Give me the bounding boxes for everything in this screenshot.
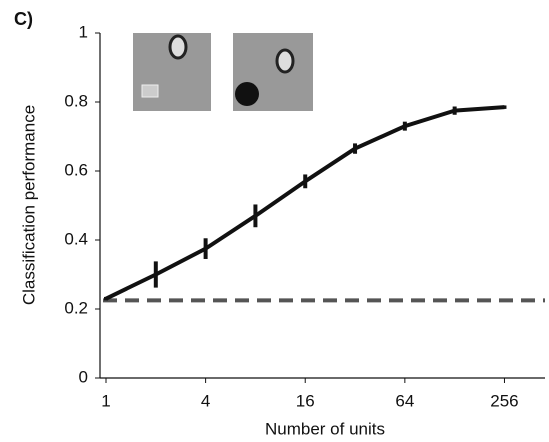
x-tick-label: 64 [395, 391, 414, 410]
x-tick-label: 256 [490, 391, 518, 410]
x-tick-label: 4 [201, 391, 210, 410]
y-tick-label: 0.2 [64, 298, 88, 317]
y-tick-label: 0.6 [64, 160, 88, 179]
y-tick-label: 0.8 [64, 91, 88, 110]
face-icon [168, 34, 188, 60]
data-line [105, 105, 505, 301]
x-tick-label: 16 [296, 391, 315, 410]
face-icon [275, 48, 295, 74]
x-axis-label: Number of units [265, 419, 385, 438]
y-axis-label: Classification performance [19, 105, 38, 305]
y-tick-label: 0.4 [64, 229, 88, 248]
x-tick-label: 1 [101, 391, 110, 410]
y-tick-label: 1 [79, 22, 88, 41]
animal-icon [141, 84, 159, 98]
monkey-icon [235, 82, 259, 106]
y-tick-label: 0 [79, 367, 88, 386]
stimulus-thumbnails [133, 33, 313, 111]
panel-label: C) [14, 9, 33, 29]
